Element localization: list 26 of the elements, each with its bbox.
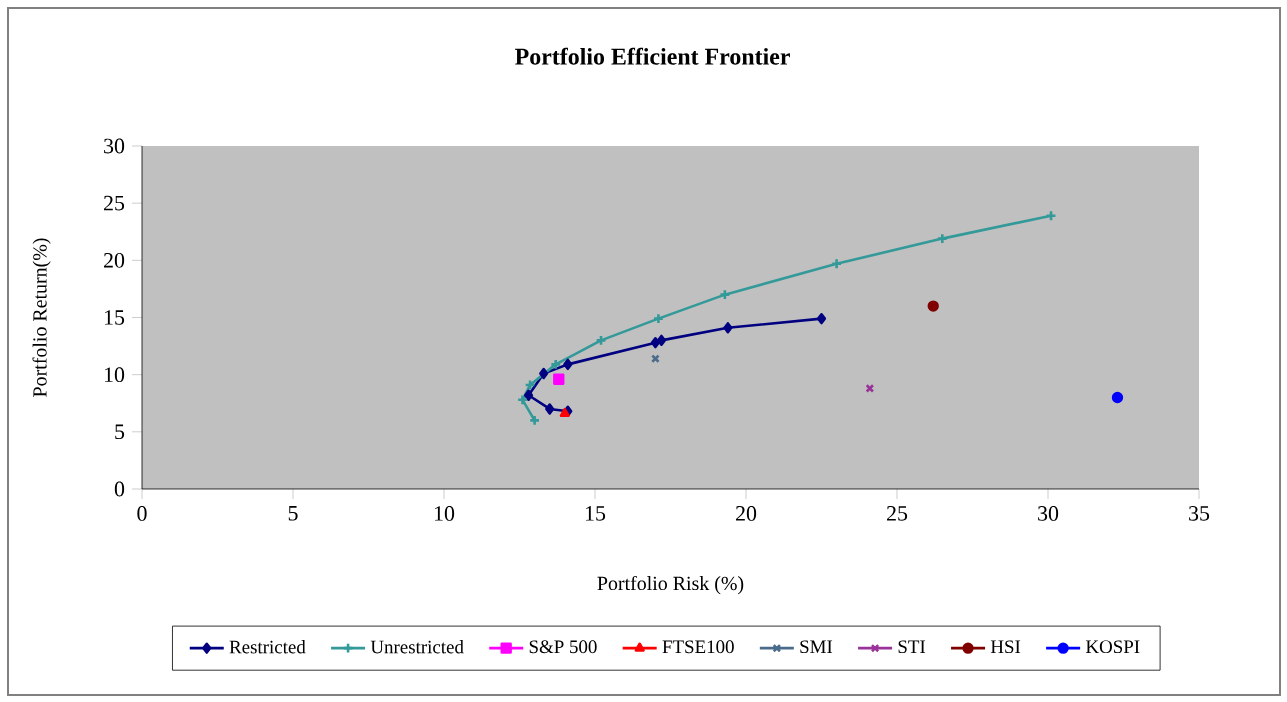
x-tick-label: 10 — [434, 506, 455, 521]
legend-label: FTSE100 — [662, 640, 734, 654]
y-axis-title: Portfolio Return(%) — [32, 238, 51, 397]
legend-label: S&P 500 — [529, 640, 597, 654]
x-tick-label: 35 — [1189, 506, 1210, 521]
y-tick-label: 20 — [104, 252, 125, 268]
legend-label: KOSPI — [1085, 640, 1140, 654]
x-tick-label: 15 — [585, 506, 606, 521]
legend-label: Restricted — [229, 640, 306, 654]
x-tick-label: 5 — [288, 506, 298, 521]
y-tick-label: 30 — [104, 138, 125, 154]
legend-label: Unrestricted — [370, 640, 464, 654]
y-tick-label: 25 — [104, 195, 125, 211]
legend-label: STI — [898, 640, 926, 654]
legend-label: HSI — [990, 640, 1021, 654]
y-tick-label: 0 — [114, 481, 125, 497]
legend-label: SMI — [800, 640, 833, 654]
x-axis-title: Portfolio Risk (%) — [597, 575, 744, 595]
x-tick-label: 30 — [1038, 506, 1059, 521]
y-tick-label: 15 — [104, 310, 125, 325]
x-tick-label: 25 — [887, 506, 908, 521]
chart-title: Portfolio Efficient Frontier — [515, 47, 790, 65]
x-tick-label: 0 — [137, 506, 147, 521]
y-tick-label: 10 — [104, 367, 125, 383]
x-tick-label: 20 — [736, 506, 757, 521]
y-tick-label: 5 — [115, 424, 125, 440]
